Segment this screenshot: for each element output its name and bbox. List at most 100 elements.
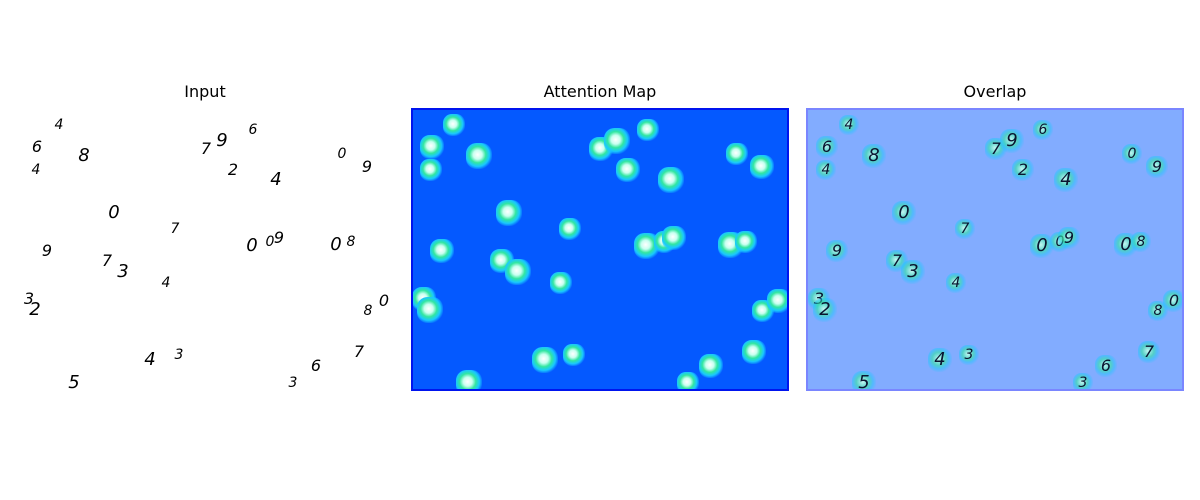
- attention-blob: [750, 155, 774, 179]
- attention-blob: [420, 135, 444, 159]
- attention-blob: [726, 143, 748, 165]
- overlap-blob: [1146, 156, 1168, 178]
- overlap-digit: 7: [960, 221, 970, 237]
- overlap-digit: 9: [1151, 157, 1163, 176]
- overlap-blob: [959, 345, 979, 365]
- overlap-title: Overlap: [963, 82, 1027, 101]
- input-digit: 7: [170, 221, 180, 237]
- input-digit: 7: [101, 251, 113, 270]
- input-digit: 9: [216, 130, 228, 151]
- input-digit: 4: [31, 162, 41, 178]
- overlap-blob: [1073, 373, 1093, 389]
- overlap-digit: 6: [1038, 122, 1048, 138]
- input-digit: 4: [161, 275, 171, 291]
- input-digit: 7: [353, 342, 365, 361]
- input-digit: 5: [68, 372, 80, 392]
- overlap-digit: 7: [891, 251, 903, 270]
- attention-map-image: [411, 108, 789, 391]
- overlap-blob: [1058, 227, 1080, 249]
- input-digit: 9: [41, 241, 53, 260]
- overlap-blob: [892, 201, 916, 225]
- input-digit: 4: [54, 117, 64, 133]
- overlap-digit: 2: [819, 299, 831, 320]
- overlap-blob: [1095, 355, 1117, 377]
- overlap-blob: [1138, 341, 1160, 363]
- input-digit: 0: [330, 234, 342, 255]
- input-digit: 3: [23, 289, 35, 308]
- input-digit: 8: [363, 303, 373, 319]
- input-digit: 8: [78, 145, 90, 166]
- input-digit: 2: [29, 299, 41, 320]
- overlap-digit: 7: [990, 139, 1002, 158]
- overlap-blob: [1163, 290, 1182, 312]
- overlap-digit: 7: [1143, 342, 1155, 361]
- overlap-digit: 6: [1100, 356, 1112, 375]
- overlap-blob: [946, 273, 966, 293]
- input-digit: 9: [273, 228, 285, 247]
- overlap-digit: 5: [858, 372, 870, 391]
- attention-blob: [767, 289, 787, 313]
- input-digit: 3: [117, 261, 129, 282]
- overlap-digit: 8: [868, 145, 880, 166]
- input-digit: 0: [378, 291, 390, 310]
- overlap-digit: 6: [821, 137, 833, 156]
- input-digit: 2: [227, 160, 239, 179]
- overlap-digit: 4: [934, 349, 946, 370]
- overlap-digit: 3: [907, 261, 919, 282]
- input-digit: 3: [288, 375, 298, 391]
- overlap-blob: [826, 240, 848, 262]
- attention-blob: [662, 226, 686, 250]
- overlap-digit: 9: [1063, 228, 1075, 247]
- overlap-digit: 3: [964, 347, 974, 363]
- attention-blob: [604, 128, 630, 154]
- overlap-blob: [839, 115, 859, 135]
- overlap-blob: [1054, 168, 1078, 192]
- input-digit: 7: [200, 139, 212, 158]
- overlap-digit: 4: [1060, 169, 1072, 190]
- overlap-digit: 3: [1078, 375, 1088, 391]
- overlap-digit: 9: [1006, 130, 1018, 151]
- attention-map-title: Attention Map: [543, 82, 657, 101]
- overlap-blob: [901, 260, 925, 284]
- attention-blob: [496, 200, 522, 226]
- overlap-digit: 2: [1017, 160, 1029, 179]
- attention-blob: [532, 347, 558, 373]
- overlap-blob: [928, 348, 952, 372]
- attention-blob: [443, 114, 465, 136]
- overlap-blob: [816, 160, 836, 180]
- attention-blob: [417, 297, 443, 323]
- overlap-digit: 0: [1127, 146, 1137, 162]
- overlap-digit: 0: [1036, 235, 1048, 256]
- overlap-blob: [955, 219, 975, 239]
- attention-blob: [430, 239, 454, 263]
- overlap-digit: 0: [898, 202, 910, 223]
- overlap-blob: [852, 371, 876, 389]
- overlap-digit: 4: [844, 117, 854, 133]
- overlap-digit: 0: [1168, 291, 1180, 310]
- input-digit: 3: [174, 347, 184, 363]
- overlap-digit: 0: [1120, 234, 1132, 255]
- input-digit: 0: [108, 202, 120, 223]
- attention-blob: [466, 143, 492, 169]
- attention-blob: [505, 259, 531, 285]
- input-digit: 6: [310, 356, 322, 375]
- overlap-blob: [1131, 232, 1151, 252]
- input-digit: 0: [265, 234, 275, 250]
- input-digit: 0: [337, 146, 347, 162]
- attention-blob: [637, 119, 659, 141]
- attention-blob: [699, 354, 723, 378]
- input-title: Input: [184, 82, 226, 101]
- input-digit: 8: [346, 234, 356, 250]
- overlap-blob: [862, 144, 886, 168]
- input-digit: 9: [361, 157, 373, 176]
- overlap-blob: [813, 298, 837, 322]
- overlap-blob: [1012, 159, 1034, 181]
- input-digit: 4: [144, 349, 156, 370]
- attention-blob: [616, 158, 640, 182]
- input-digit: 4: [270, 169, 282, 190]
- input-digit: 6: [31, 137, 43, 156]
- attention-blob: [559, 218, 581, 240]
- input-digit: 6: [248, 122, 258, 138]
